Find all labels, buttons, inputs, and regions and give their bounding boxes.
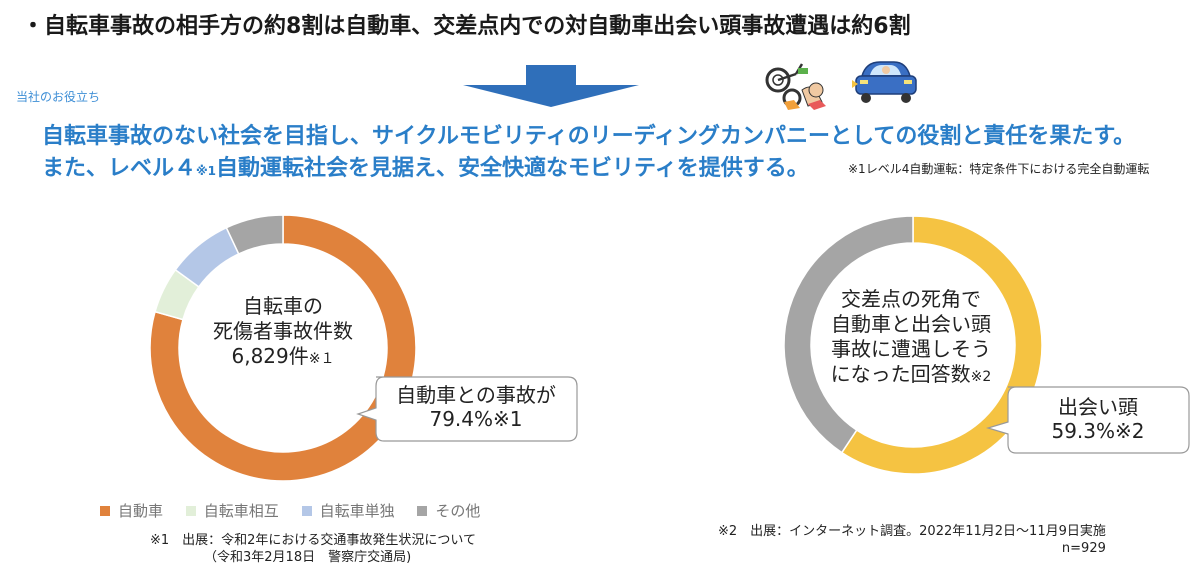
mission-line-1: 自転車事故のない社会を目指し、サイクルモビリティのリーディングカンパニーとしての… bbox=[42, 124, 1136, 149]
mission-line-2: また、レベル４※1自動運転社会を見据え、安全快適なモビリティを提供する。 bbox=[42, 150, 809, 182]
mission-line-2b: 自動運転社会を見据え、安全快適なモビリティを提供する。 bbox=[216, 156, 809, 181]
left-donut-center-label: 自転車の 死傷者事故件数 6,829件※１ bbox=[193, 294, 373, 372]
legend-item-bicycle-mutual: 自転車相互 bbox=[185, 500, 279, 521]
bicycle-accident-illustration bbox=[765, 63, 826, 110]
left-center-line-3: 6,829件※１ bbox=[193, 344, 373, 372]
left-callout-text: 自動車との事故が 79.4%※1 bbox=[378, 383, 574, 431]
right-center-note: ※2 bbox=[970, 369, 992, 385]
left-center-note: ※１ bbox=[308, 351, 335, 367]
left-donut-slice-3 bbox=[225, 214, 284, 255]
left-center-line-1: 自転車の bbox=[243, 294, 323, 318]
right-center-line-1: 交差点の死角で bbox=[841, 287, 981, 311]
left-callout-line-2: 79.4%※1 bbox=[429, 407, 523, 431]
legend-item-other: その他 bbox=[417, 500, 480, 521]
legend-label-bicycle-mutual: 自転車相互 bbox=[203, 502, 279, 520]
right-center-line-2: 自動車と出会い頭 bbox=[831, 312, 991, 336]
legend-label-bicycle-solo: 自転車単独 bbox=[319, 502, 395, 520]
source1-line-1: ※1 出展：令和2年における交通事故発生状況について bbox=[150, 533, 477, 548]
down-arrow-icon bbox=[463, 65, 639, 107]
right-donut-slice-0 bbox=[840, 215, 1043, 475]
intersection-collision-donut-chart bbox=[783, 215, 1043, 475]
accident-breakdown-donut-chart bbox=[149, 214, 417, 482]
left-donut-slice-0 bbox=[149, 214, 417, 482]
right-center-count-label: になった回答数 bbox=[830, 362, 971, 386]
right-donut-center-label: 交差点の死角で 自動車と出会い頭 事故に遭遇しそう になった回答数※2 bbox=[813, 287, 1009, 390]
legend-label-car: 自動車 bbox=[118, 502, 164, 520]
right-callout-line-2: 59.3%※2 bbox=[1051, 419, 1145, 443]
source2-sample-size: n=929 bbox=[1061, 541, 1106, 556]
legend-item-car: 自動車 bbox=[100, 500, 163, 521]
source2-line-1: ※2 出展：インターネット調査。2022年11月2日～11月9日実施 bbox=[718, 524, 1106, 539]
source1-line-2: （令和3年2月18日 警察庁交通局) bbox=[204, 550, 412, 565]
mission-footnote-marker: ※1 bbox=[196, 164, 217, 178]
right-center-line-3: 事故に遭遇しそう bbox=[831, 337, 991, 361]
right-callout-bubble bbox=[986, 386, 1190, 454]
left-center-count: 6,829件 bbox=[231, 344, 309, 368]
right-callout-text: 出会い頭 59.3%※2 bbox=[1010, 395, 1186, 443]
headline: ・自転車事故の相手方の約8割は自動車、交差点内での対自動車出会い頭事故遭遇は約6… bbox=[22, 14, 911, 39]
legend-swatch-bicycle-mutual bbox=[185, 505, 196, 516]
left-callout-line-1: 自動車との事故が bbox=[396, 383, 556, 407]
chart-legend: 自動車 自転車相互 自転車単独 その他 bbox=[100, 500, 498, 521]
left-center-line-2: 死傷者事故件数 bbox=[213, 319, 353, 343]
legend-swatch-car bbox=[100, 505, 110, 516]
right-center-line-4: になった回答数※2 bbox=[813, 362, 1009, 390]
right-donut-slice-1 bbox=[783, 215, 914, 454]
section-label: 当社のお役立ち bbox=[16, 90, 101, 104]
level4-footnote: ※1レベル4自動運転：特定条件下における完全自動運転 bbox=[848, 162, 1150, 176]
car-driver-illustration bbox=[852, 61, 917, 103]
left-callout-bubble bbox=[356, 376, 578, 442]
legend-label-other: その他 bbox=[435, 502, 481, 520]
legend-swatch-bicycle-solo bbox=[301, 505, 312, 516]
source-note-1: ※1 出展：令和2年における交通事故発生状況について （令和3年2月18日 警察… bbox=[150, 532, 476, 566]
mission-line-2a: また、レベル４ bbox=[42, 156, 197, 181]
source-note-2: ※2 出展：インターネット調査。2022年11月2日～11月9日実施 n=929 bbox=[718, 523, 1106, 557]
legend-swatch-other bbox=[417, 505, 428, 516]
legend-item-bicycle-solo: 自転車単独 bbox=[301, 500, 395, 521]
right-callout-line-1: 出会い頭 bbox=[1058, 395, 1138, 419]
